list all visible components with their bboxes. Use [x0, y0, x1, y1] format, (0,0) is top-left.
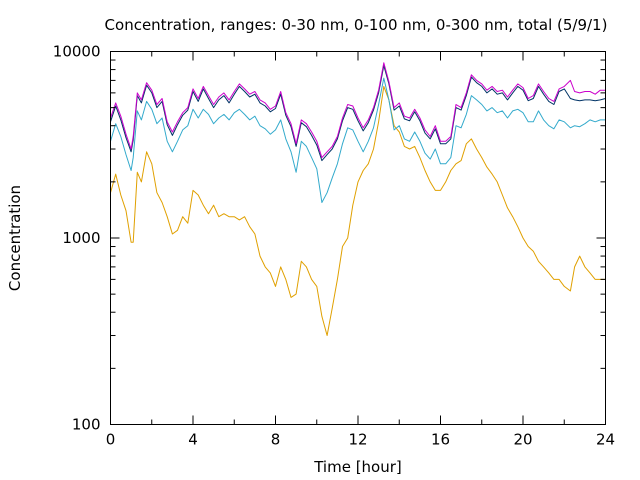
series-line-range_0_100	[110, 77, 606, 203]
y-tick-label: 100	[72, 416, 101, 434]
x-tick-label: 4	[188, 431, 198, 449]
x-tick-label: 20	[513, 431, 532, 449]
ticks-layer: 0 4 8 12 16 20 24 100 1000 10000	[53, 43, 615, 449]
plot-frame	[110, 51, 606, 425]
y-tick-label: 1000	[62, 229, 100, 247]
series-line-range_0_300	[110, 65, 606, 162]
x-tick-label: 0	[106, 431, 116, 449]
series-layer	[110, 62, 606, 336]
x-tick-label: 16	[431, 431, 450, 449]
x-axis-label: Time [hour]	[313, 458, 402, 476]
series-line-total	[110, 62, 606, 159]
x-tick-label: 24	[596, 431, 615, 449]
series-line-range_0_30	[110, 85, 606, 336]
y-axis-label: Concentration	[6, 185, 24, 291]
x-tick-label: 8	[271, 431, 281, 449]
y-tick-label: 10000	[53, 43, 101, 61]
chart-title: Concentration, ranges: 0-30 nm, 0-100 nm…	[105, 16, 608, 34]
x-tick-label: 12	[348, 431, 367, 449]
